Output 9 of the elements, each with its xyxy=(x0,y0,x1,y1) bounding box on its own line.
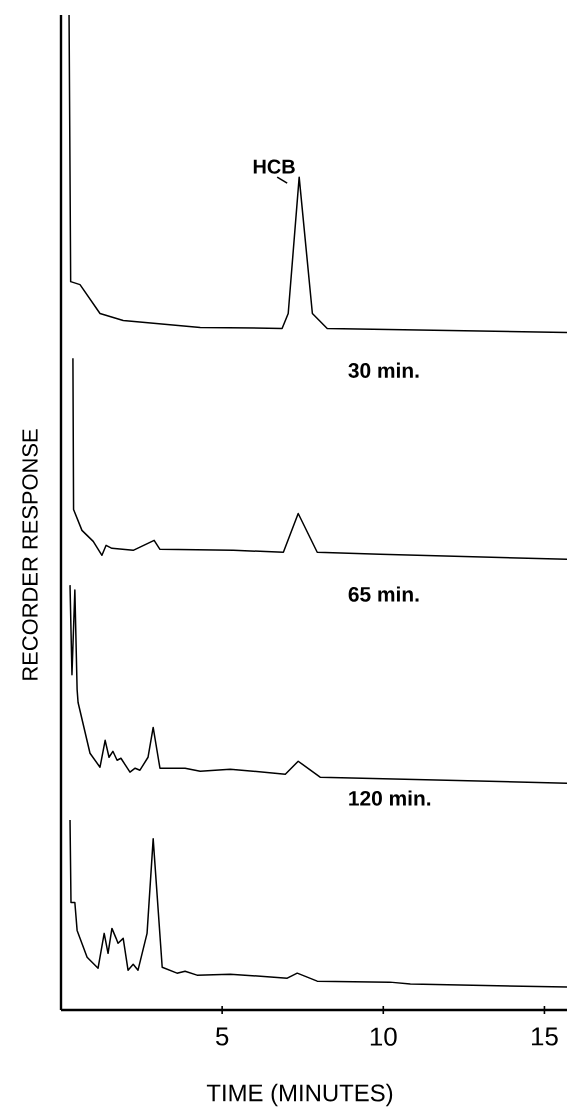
x-tick-label: 10 xyxy=(370,1027,397,1046)
x-axis-title: TIME (MINUTES) xyxy=(206,1083,393,1107)
y-axis-title: RECORDER RESPONSE xyxy=(22,429,38,680)
annotation: 120 min. xyxy=(349,790,431,806)
x-tick-label: 5 xyxy=(215,1027,229,1046)
annotation: 65 min. xyxy=(348,586,419,602)
annotation: HCB xyxy=(253,159,295,174)
annotation: 30 min. xyxy=(348,362,419,378)
x-tick-label: 15 xyxy=(531,1027,558,1046)
